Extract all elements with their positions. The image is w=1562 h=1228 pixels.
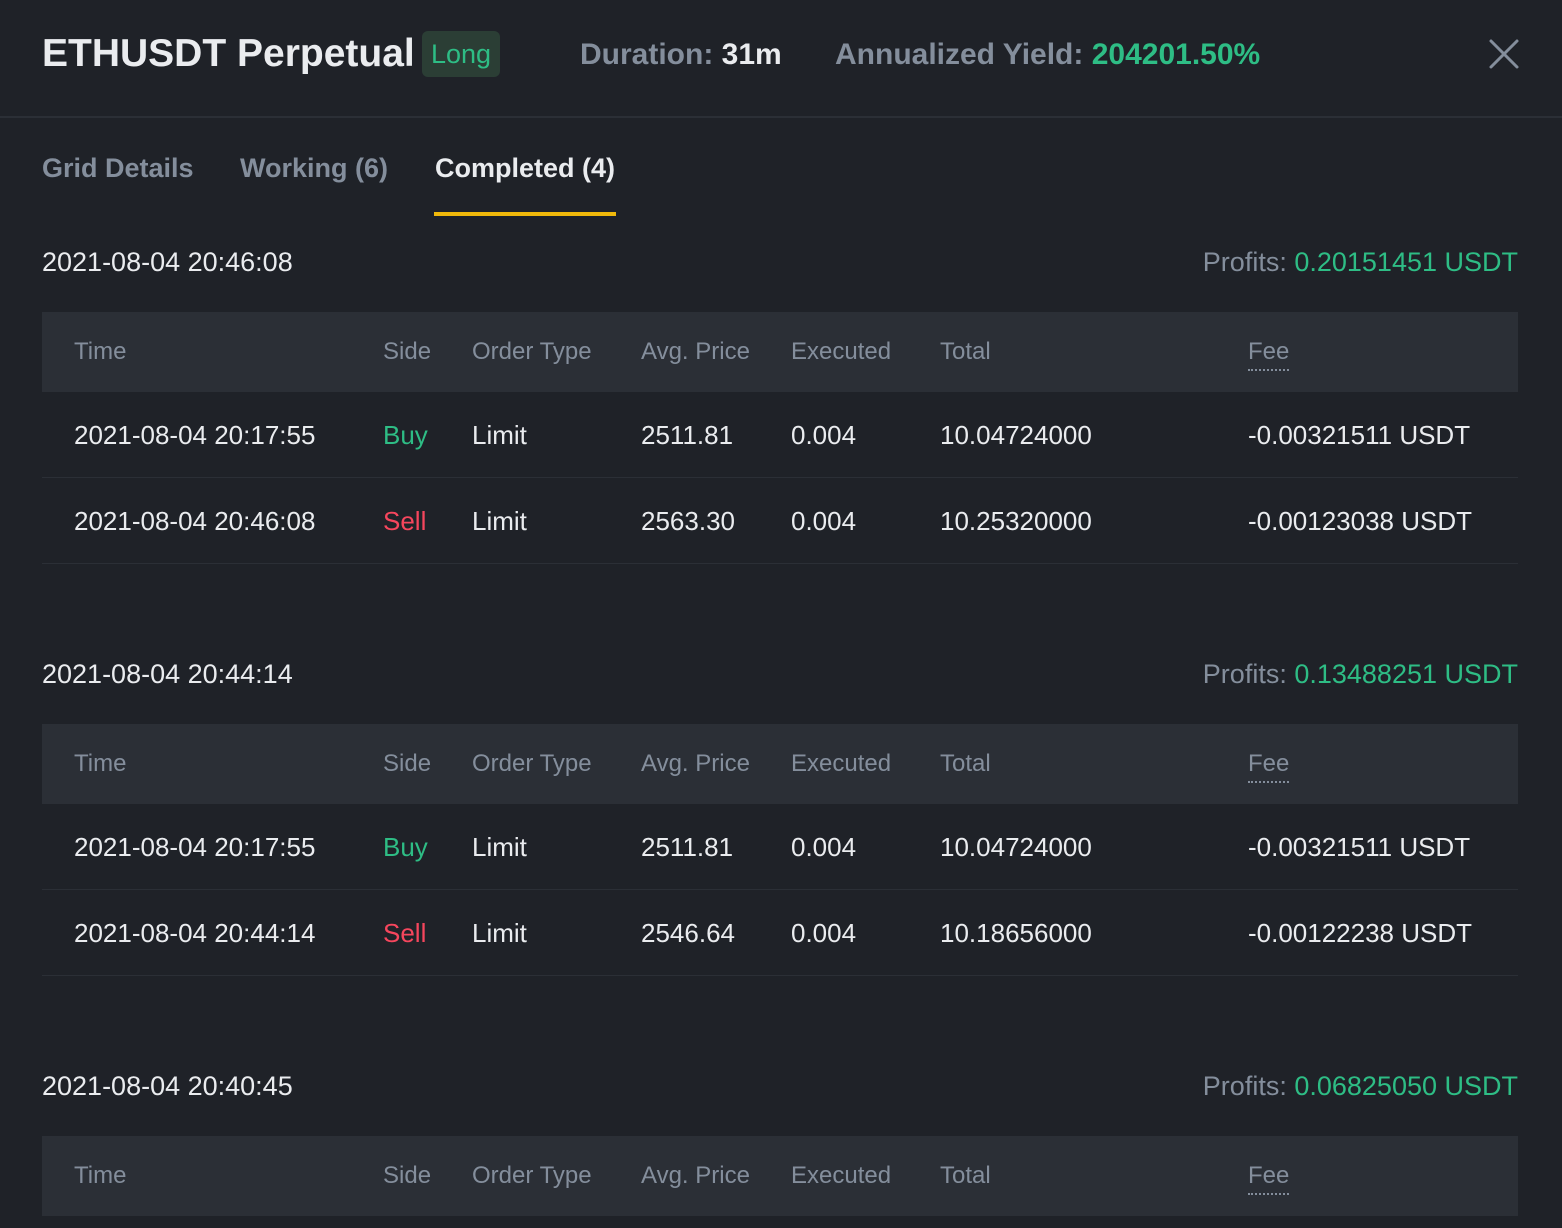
profits-value: 0.13488251 USDT [1294,659,1518,689]
completed-group: 2021-08-04 20:40:45 Profits: 0.06825050 … [42,1068,1518,1216]
row-avg-price: 2563.30 [641,506,735,536]
table-header: Time Side Order Type Avg. Price Executed… [42,312,1518,392]
col-fee[interactable]: Fee [1248,749,1290,783]
col-side: Side [383,1162,432,1189]
row-avg-price: 2546.64 [641,918,735,948]
row-time: 2021-08-04 20:44:14 [74,918,316,948]
duration-value: 31m [721,38,782,71]
table-header: Time Side Order Type Avg. Price Executed… [42,1136,1518,1216]
row-fee: -0.00123038 USDT [1248,506,1473,536]
active-tab-indicator [434,212,616,216]
col-order-type: Order Type [472,1162,592,1189]
row-side: Buy [383,420,428,450]
close-icon [1489,39,1519,69]
col-order-type: Order Type [472,338,592,365]
profits-value: 0.20151451 USDT [1294,247,1518,277]
col-executed: Executed [791,1162,892,1189]
row-executed: 0.004 [791,832,857,862]
table-row: 2021-08-04 20:44:14 Sell Limit 2546.64 0… [42,890,1518,976]
page-title: ETHUSDT Perpetual [42,32,415,75]
row-time: 2021-08-04 20:46:08 [74,506,316,536]
yield-value: 204201.50% [1091,38,1261,71]
completed-group: 2021-08-04 20:46:08 Profits: 0.20151451 … [42,244,1518,564]
row-order-type: Limit [472,420,527,450]
table-row: 2021-08-04 20:46:08 Sell Limit 2563.30 0… [42,478,1518,564]
group-profits: Profits: 0.06825050 USDT [1203,1068,1518,1104]
row-total: 10.04724000 [940,832,1092,862]
annualized-yield: Annualized Yield: 204201.50% [835,35,1260,75]
table-row: 2021-08-04 20:17:55 Buy Limit 2511.81 0.… [42,804,1518,890]
modal-header: ETHUSDT Perpetual Long Duration: 31m Ann… [0,0,1562,118]
col-avg-price: Avg. Price [641,338,750,365]
col-avg-price: Avg. Price [641,1162,750,1189]
tab-grid-details[interactable]: Grid Details [42,153,194,183]
row-side: Buy [383,832,428,862]
row-side: Sell [383,506,427,536]
col-time: Time [74,338,127,365]
row-time: 2021-08-04 20:17:55 [74,420,316,450]
tab-completed[interactable]: Completed (4) [435,153,616,183]
completed-group: 2021-08-04 20:44:14 Profits: 0.13488251 … [42,656,1518,976]
group-date: 2021-08-04 20:44:14 [42,659,293,689]
group-profits: Profits: 0.20151451 USDT [1203,244,1518,280]
col-order-type: Order Type [472,750,592,777]
profits-label: Profits: [1202,659,1287,689]
profits-value: 0.06825050 USDT [1294,1071,1518,1101]
col-fee[interactable]: Fee [1248,1161,1290,1195]
table-header: Time Side Order Type Avg. Price Executed… [42,724,1518,804]
row-order-type: Limit [472,832,527,862]
col-total: Total [940,1162,991,1189]
row-side: Sell [383,918,427,948]
close-button[interactable] [1486,36,1522,72]
row-fee: -0.00321511 USDT [1248,832,1471,862]
row-time: 2021-08-04 20:17:55 [74,832,316,862]
row-executed: 0.004 [791,918,857,948]
row-total: 10.25320000 [940,506,1092,536]
col-side: Side [383,338,432,365]
group-date: 2021-08-04 20:40:45 [42,1071,293,1101]
col-avg-price: Avg. Price [641,750,750,777]
profits-label: Profits: [1202,247,1287,277]
duration: Duration: 31m [580,35,782,75]
row-order-type: Limit [472,506,527,536]
yield-label: Annualized Yield: [835,38,1084,71]
col-fee[interactable]: Fee [1248,337,1290,371]
row-fee: -0.00122238 USDT [1248,918,1473,948]
group-profits: Profits: 0.13488251 USDT [1203,656,1518,692]
group-date: 2021-08-04 20:46:08 [42,247,293,277]
row-executed: 0.004 [791,506,857,536]
row-avg-price: 2511.81 [641,832,734,862]
col-side: Side [383,750,432,777]
col-executed: Executed [791,750,892,777]
row-total: 10.18656000 [940,918,1092,948]
col-total: Total [940,750,991,777]
col-time: Time [74,1162,127,1189]
col-executed: Executed [791,338,892,365]
col-time: Time [74,750,127,777]
row-total: 10.04724000 [940,420,1092,450]
row-order-type: Limit [472,918,527,948]
table-row: 2021-08-04 20:17:55 Buy Limit 2511.81 0.… [42,392,1518,478]
row-fee: -0.00321511 USDT [1248,420,1471,450]
tab-working[interactable]: Working (6) [240,153,388,183]
duration-label: Duration: [580,38,714,71]
row-executed: 0.004 [791,420,857,450]
row-avg-price: 2511.81 [641,420,734,450]
col-total: Total [940,338,991,365]
profits-label: Profits: [1202,1071,1287,1101]
position-badge: Long [422,31,501,77]
